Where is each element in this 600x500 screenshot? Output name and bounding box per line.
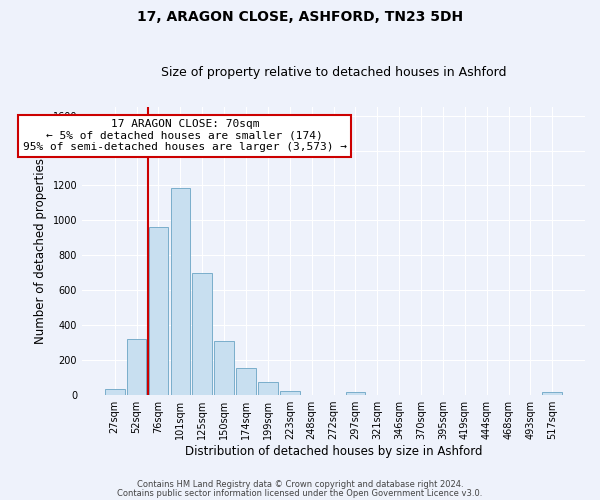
Text: 17, ARAGON CLOSE, ASHFORD, TN23 5DH: 17, ARAGON CLOSE, ASHFORD, TN23 5DH — [137, 10, 463, 24]
X-axis label: Distribution of detached houses by size in Ashford: Distribution of detached houses by size … — [185, 444, 482, 458]
Bar — [149, 228, 169, 394]
Bar — [127, 339, 146, 394]
Y-axis label: Number of detached properties: Number of detached properties — [34, 158, 47, 344]
Text: Contains public sector information licensed under the Open Government Licence v3: Contains public sector information licen… — [118, 488, 482, 498]
Bar — [258, 382, 278, 394]
Bar — [170, 188, 190, 394]
Bar — [346, 392, 365, 394]
Bar — [542, 392, 562, 394]
Bar — [193, 272, 212, 394]
Text: Contains HM Land Registry data © Crown copyright and database right 2024.: Contains HM Land Registry data © Crown c… — [137, 480, 463, 489]
Bar — [236, 368, 256, 394]
Bar — [280, 391, 299, 394]
Bar — [214, 342, 234, 394]
Text: 17 ARAGON CLOSE: 70sqm
← 5% of detached houses are smaller (174)
95% of semi-det: 17 ARAGON CLOSE: 70sqm ← 5% of detached … — [23, 120, 347, 152]
Title: Size of property relative to detached houses in Ashford: Size of property relative to detached ho… — [161, 66, 506, 80]
Bar — [105, 390, 125, 394]
